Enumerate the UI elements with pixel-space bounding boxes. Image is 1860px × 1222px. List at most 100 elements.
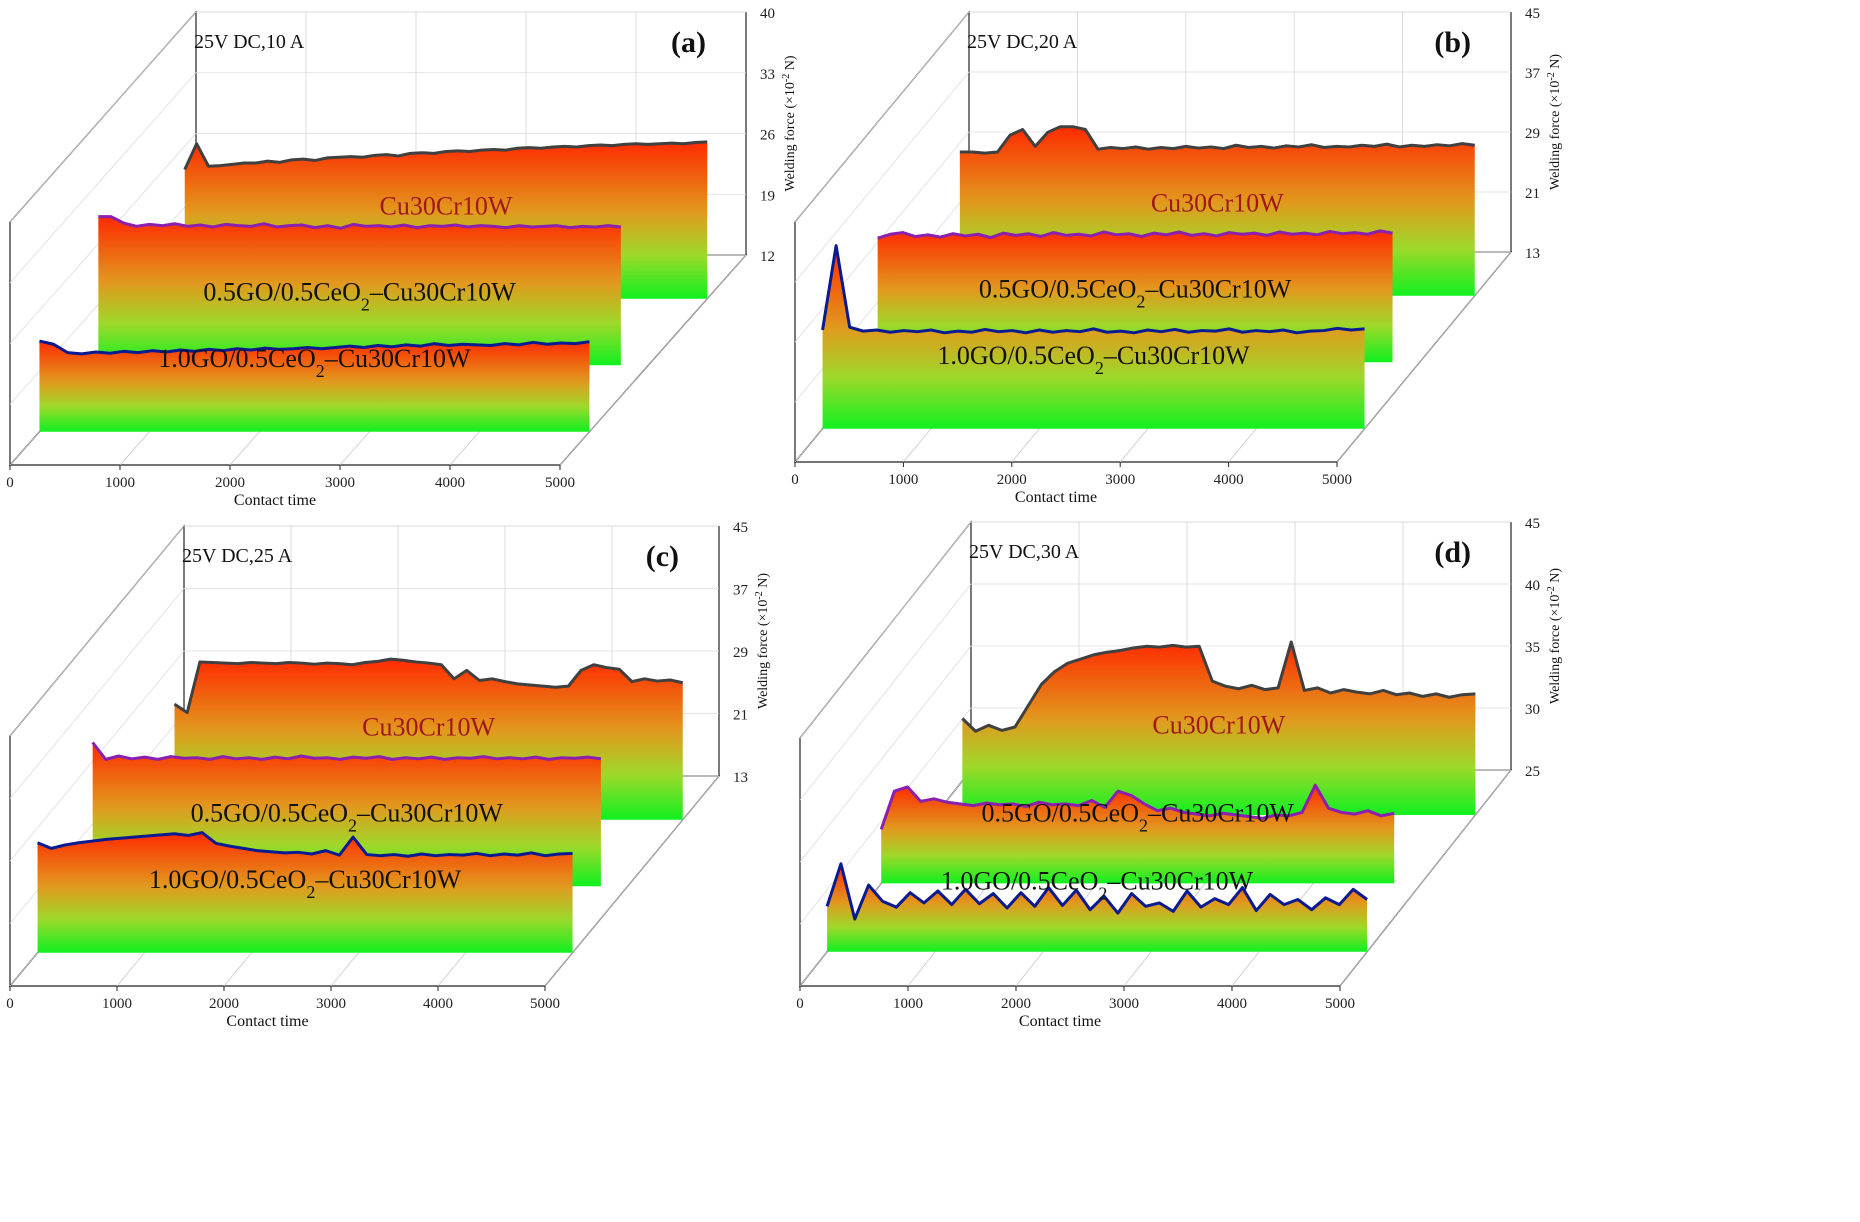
- series-area-1-0go: [39, 341, 590, 432]
- y-tick-label: 37: [733, 583, 749, 599]
- floor-gridline: [544, 775, 720, 987]
- x-tick-label: 3000: [1109, 996, 1139, 1012]
- floor-gridline: [559, 254, 747, 466]
- panel-c: 13 21 29 37 45 0 1000 2000 3000 4000 5000 Contact t…: [6, 520, 771, 1030]
- y-tick-label: 29: [733, 645, 748, 661]
- x-tick-label: 5000: [545, 475, 575, 491]
- y-tick-label: 40: [1525, 578, 1540, 594]
- x-axis-label: Contact time: [1019, 1013, 1101, 1030]
- y-axis-label: Welding force (×10-2 N): [1546, 54, 1564, 190]
- series-line-cu30cr10w: [959, 125, 1475, 155]
- series-label-1-0go: 1.0GO/0.5CeO2–Cu30Cr10W: [941, 867, 1254, 904]
- series-line-1-0go: [821, 244, 1365, 335]
- y-tick-label: 29: [1525, 126, 1540, 142]
- series-0-5go: 0.5GO/0.5CeO2–Cu30Cr10W: [877, 229, 1393, 363]
- x-tick-label: 4000: [1214, 472, 1244, 488]
- x-tick-label: 1000: [888, 472, 918, 488]
- series-label-0-5go: 0.5GO/0.5CeO2–Cu30Cr10W: [982, 798, 1295, 835]
- y-tick-label: 40: [760, 6, 775, 22]
- series-line-1-0go: [36, 831, 573, 858]
- x-tick-label: 3000: [316, 996, 346, 1012]
- panel-label: (d): [1434, 536, 1471, 569]
- y-tick-label: 35: [1525, 640, 1540, 656]
- series-label-1-0go: 1.0GO/0.5CeO2–Cu30Cr10W: [937, 341, 1250, 378]
- series-line-1-0go: [39, 339, 590, 356]
- series-label-cu30cr10w: Cu30Cr10W: [1151, 188, 1284, 217]
- floor-gridline: [1339, 769, 1512, 987]
- series-label-1-0go: 1.0GO/0.5CeO2–Cu30Cr10W: [158, 344, 471, 381]
- side-gridline: [9, 525, 185, 737]
- panel-label: (c): [646, 540, 679, 573]
- y-tick-label: 21: [733, 708, 748, 724]
- series-label-cu30cr10w: Cu30Cr10W: [380, 191, 513, 220]
- y-axis-label: Welding force (×10-2 N): [781, 55, 799, 191]
- side-gridline: [799, 521, 972, 739]
- x-axis-label: Contact time: [234, 492, 316, 509]
- x-tick-label: 3000: [325, 475, 355, 491]
- series-line-0-5go: [98, 215, 622, 230]
- series-label-0-5go: 0.5GO/0.5CeO2–Cu30Cr10W: [979, 275, 1292, 312]
- series-area-0-5go: [877, 230, 1393, 363]
- x-tick-label: 4000: [423, 996, 453, 1012]
- x-tick-label: 1000: [102, 996, 132, 1012]
- series-line-cu30cr10w: [173, 657, 684, 715]
- series-area-0-5go: [98, 216, 621, 366]
- y-tick-label: 19: [760, 188, 775, 204]
- series-cu30cr10w: Cu30Cr10W: [961, 640, 1476, 815]
- series-line-0-5go: [879, 783, 1395, 830]
- series-label-1-0go: 1.0GO/0.5CeO2–Cu30Cr10W: [149, 865, 462, 902]
- panel-label: (a): [671, 26, 706, 59]
- condition-label: 25V DC,10 A: [194, 31, 305, 53]
- x-tick-label: 2000: [209, 996, 239, 1012]
- y-tick-label: 26: [760, 128, 776, 144]
- series-label-cu30cr10w: Cu30Cr10W: [1152, 711, 1285, 740]
- y-tick-label: 13: [733, 770, 748, 786]
- x-axis-label: Contact time: [226, 1013, 308, 1030]
- series-area-1-0go: [37, 832, 573, 953]
- panel-a: 12 19 26 33 40 0 1000 2000 3000 4000 5000 Contact t…: [6, 6, 798, 509]
- x-tick-label: 2000: [997, 472, 1027, 488]
- x-tick-label: 1000: [893, 996, 923, 1012]
- series-1-0go: 1.0GO/0.5CeO2–Cu30Cr10W: [36, 831, 573, 953]
- series-label-cu30cr10w: Cu30Cr10W: [362, 712, 495, 741]
- y-tick-label: 12: [760, 249, 775, 265]
- x-tick-label: 5000: [1325, 996, 1355, 1012]
- series-0-5go: 0.5GO/0.5CeO2–Cu30Cr10W: [98, 215, 622, 366]
- y-tick-label: 25: [1525, 764, 1540, 780]
- series-line-1-0go: [825, 862, 1368, 921]
- y-tick-label: 37: [1525, 66, 1541, 82]
- panel-b: 13 21 29 37 45 0 1000 2000 3000 4000 5000 Contact t…: [791, 6, 1563, 506]
- x-tick-label: 2000: [215, 475, 245, 491]
- panel-d: 25 30 35 40 45 0 1000 2000 3000 4000 5000 Contact t…: [796, 516, 1563, 1030]
- side-gridline: [794, 11, 970, 223]
- y-tick-label: 13: [1525, 246, 1540, 262]
- side-gridline: [9, 72, 197, 284]
- series-1-0go: 1.0GO/0.5CeO2–Cu30Cr10W: [825, 862, 1368, 952]
- y-tick-label: 30: [1525, 702, 1540, 718]
- condition-label: 25V DC,25 A: [182, 545, 293, 567]
- x-tick-label: 0: [6, 996, 14, 1012]
- x-tick-label: 3000: [1105, 472, 1135, 488]
- condition-label: 25V DC,30 A: [969, 541, 1080, 563]
- x-tick-label: 0: [796, 996, 804, 1012]
- series-0-5go: 0.5GO/0.5CeO2–Cu30Cr10W: [879, 783, 1395, 884]
- y-tick-label: 45: [1525, 6, 1540, 22]
- series-area-0-5go: [881, 785, 1395, 884]
- panel-label: (b): [1434, 26, 1471, 59]
- x-tick-label: 2000: [1001, 996, 1031, 1012]
- series-line-cu30cr10w: [961, 640, 1476, 733]
- series-line-0-5go: [91, 741, 602, 761]
- series-area-cu30cr10w: [962, 642, 1476, 815]
- x-tick-label: 5000: [1322, 472, 1352, 488]
- floor-gridline: [1336, 251, 1512, 463]
- x-tick-label: 4000: [1217, 996, 1247, 1012]
- side-gridline: [9, 588, 185, 799]
- series-label-0-5go: 0.5GO/0.5CeO2–Cu30Cr10W: [191, 799, 504, 836]
- y-tick-label: 33: [760, 67, 775, 83]
- series-1-0go: 1.0GO/0.5CeO2–Cu30Cr10W: [39, 339, 590, 432]
- series-line-0-5go: [877, 229, 1393, 240]
- x-tick-label: 4000: [435, 475, 465, 491]
- y-axis-label: Welding force (×10-2 N): [754, 573, 772, 709]
- y-tick-label: 21: [1525, 186, 1540, 202]
